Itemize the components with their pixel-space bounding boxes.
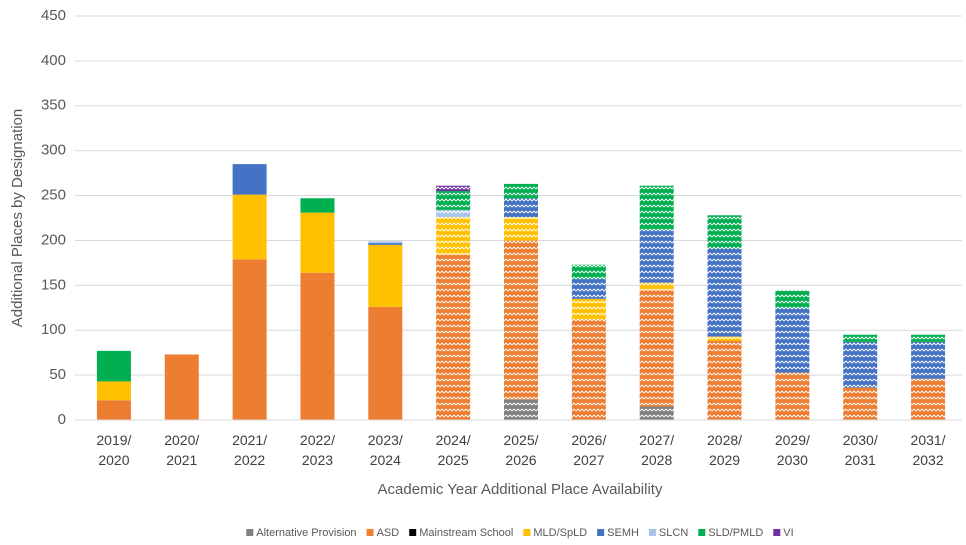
bar-segment <box>96 400 131 420</box>
bar-segment <box>164 354 199 420</box>
x-axis-label: Academic Year Additional Place Availabil… <box>378 481 663 498</box>
bar-segment <box>639 229 674 283</box>
bar-segment <box>911 334 946 342</box>
bar-segment <box>639 282 674 290</box>
legend-item: MLD/SpLD <box>523 527 587 539</box>
y-tick-label: 100 <box>41 321 66 338</box>
x-tick-label: 2027/ 2028 <box>639 432 675 468</box>
bar-segment <box>504 198 538 218</box>
y-axis-label: Additional Places by Designation <box>9 109 26 327</box>
bar-segment <box>368 243 403 245</box>
legend-swatch <box>409 529 417 536</box>
bar-segment <box>300 272 335 420</box>
legend-swatch <box>773 529 781 536</box>
legend-item: SLD/PMLD <box>698 527 763 539</box>
bar-segment <box>436 191 471 210</box>
legend-item: SLCN <box>648 527 688 539</box>
x-tick-label: 2029/ 2030 <box>774 432 810 468</box>
bar-segment <box>843 334 878 342</box>
legend-item: VI <box>773 527 794 539</box>
legend-item: SEMH <box>597 527 639 539</box>
bar-segment <box>571 264 606 280</box>
bar-segment <box>232 194 267 260</box>
bar-segment <box>707 336 742 341</box>
bar-segment <box>368 241 403 244</box>
bar-segment <box>436 185 471 192</box>
bar-segment <box>504 217 538 241</box>
bar-segment <box>504 399 538 420</box>
bar-segment <box>843 341 878 388</box>
x-tick-label: 2023/ 2024 <box>367 432 403 468</box>
y-tick-label: 200 <box>41 231 66 248</box>
legend-swatch <box>648 529 656 536</box>
legend-label: ASD <box>377 527 400 539</box>
bar-segment <box>707 215 742 249</box>
legend-swatch <box>523 529 531 536</box>
bar-segment <box>707 340 742 420</box>
bar-segment <box>504 183 538 199</box>
bar-segment <box>232 164 267 195</box>
legend-label: SLD/PMLD <box>708 527 763 539</box>
bar-segment <box>775 290 810 308</box>
y-tick-label: 150 <box>41 276 66 293</box>
legend-label: VI <box>783 527 793 539</box>
x-tick-label: 2028/ 2029 <box>707 432 743 468</box>
bar-segment <box>639 289 674 407</box>
legend-label: Mainstream School <box>419 527 513 539</box>
y-tick-label: 50 <box>49 366 66 383</box>
bar-segment <box>504 240 538 400</box>
x-tick-label: 2024/ 2025 <box>435 432 471 468</box>
bar-segment <box>843 387 878 420</box>
bar-segment <box>368 244 403 307</box>
bar-segment <box>436 209 471 218</box>
legend-label: SEMH <box>607 527 639 539</box>
bar-segment <box>775 307 810 373</box>
bar-segment <box>571 279 606 299</box>
y-tick-label: 0 <box>58 411 66 428</box>
bar-segment <box>775 372 810 420</box>
legend-swatch <box>246 529 254 536</box>
legend-item: Mainstream School <box>409 527 513 539</box>
bar-segment <box>571 298 606 320</box>
y-tick-label: 250 <box>41 187 66 204</box>
x-tick-label: 2025/ 2026 <box>503 432 539 468</box>
y-tick-label: 450 <box>41 7 66 24</box>
legend-label: Alternative Provision <box>256 527 356 539</box>
bar-segment <box>436 217 471 255</box>
bar-segment <box>639 406 674 420</box>
bar-segment <box>707 248 742 337</box>
bar-segment <box>639 185 674 230</box>
bar-segment <box>571 319 606 420</box>
y-tick-label: 300 <box>41 142 66 159</box>
x-tick-label: 2020/ 2021 <box>164 432 200 468</box>
y-tick-label: 350 <box>41 97 66 114</box>
bar-segment <box>232 259 267 420</box>
bar-segment <box>911 341 946 379</box>
legend-swatch <box>366 529 374 536</box>
legend-label: MLD/SpLD <box>533 527 587 539</box>
bar-segment <box>96 381 131 401</box>
x-tick-label: 2026/ 2027 <box>571 432 607 468</box>
bar-segment <box>368 306 403 420</box>
legend-label: SLCN <box>659 527 688 539</box>
x-tick-label: 2021/ 2022 <box>232 432 268 468</box>
bar-segment <box>300 212 335 273</box>
x-tick-label: 2030/ 2031 <box>842 432 878 468</box>
bar-segment <box>436 254 471 420</box>
legend-swatch <box>597 529 605 536</box>
bar-segment <box>96 350 131 382</box>
legend-item: Alternative Provision <box>246 527 357 539</box>
legend-swatch <box>698 529 706 536</box>
x-tick-label: 2019/ 2020 <box>96 432 132 468</box>
bar-segment <box>300 198 335 213</box>
bar-segment <box>911 378 946 420</box>
x-tick-label: 2022/ 2023 <box>299 432 335 468</box>
legend-item: ASD <box>366 527 400 539</box>
x-tick-label: 2031/ 2032 <box>910 432 946 468</box>
y-tick-label: 400 <box>41 52 66 69</box>
